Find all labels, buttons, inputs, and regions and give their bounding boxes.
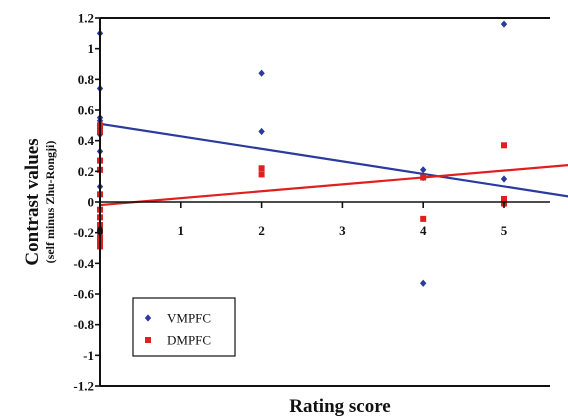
y-tick-label: -0.8 — [73, 317, 94, 332]
y-axis-subtitle: (self minus Zhu-Rongji) — [43, 141, 57, 264]
point-vmpfc — [420, 166, 427, 174]
point-dmpfc — [420, 174, 427, 181]
legend-box — [132, 297, 236, 357]
y-tick-label: -0.2 — [73, 225, 94, 240]
y-tick-label: -0.4 — [73, 256, 94, 271]
x-tick-label: 5 — [501, 223, 508, 238]
y-tick-label: 0.4 — [78, 133, 95, 148]
point-dmpfc — [420, 215, 427, 222]
x-tick-label: 3 — [339, 223, 346, 238]
x-axis-title: Rating score — [289, 396, 391, 416]
legend-label-dmpfc: DMPFC — [167, 333, 211, 348]
y-tick-label: -1 — [83, 348, 94, 363]
point-dmpfc — [501, 195, 507, 202]
point-vmpfc — [420, 279, 427, 287]
x-tick-label: 0 — [97, 223, 104, 238]
y-tick-label: 1.2 — [78, 11, 94, 26]
y-tick-label: 0.8 — [78, 72, 95, 87]
point-dmpfc — [258, 171, 265, 178]
legend-label-vmpfc: VMPFC — [167, 311, 211, 326]
point-vmpfc — [258, 127, 265, 136]
y-tick-label: 0.2 — [78, 164, 94, 179]
tick-labels: 1.210.80.60.40.20-0.2-0.4-0.6-0.8-1-1.20… — [73, 11, 507, 394]
point-vmpfc — [500, 20, 508, 28]
y-axis-title: Contrast values — [22, 138, 43, 265]
plot-area — [96, 20, 568, 287]
y-tick-label: -1.2 — [73, 379, 94, 394]
x-tick-label: 4 — [420, 223, 427, 238]
x-tick-label: 2 — [258, 223, 265, 238]
point-vmpfc — [258, 69, 265, 77]
y-tick-label: 1 — [88, 41, 95, 56]
legend-marker-vmpfc — [144, 314, 152, 322]
point-vmpfc — [500, 175, 508, 183]
axes — [95, 17, 550, 387]
x-tick-label: 1 — [178, 223, 185, 238]
legend: VMPFC DMPFC — [132, 297, 236, 357]
y-tick-label: 0 — [88, 195, 95, 210]
trend-line-dmpfc — [99, 163, 568, 207]
trend-line-vmpfc — [99, 122, 568, 198]
legend-marker-dmpfc — [145, 337, 151, 343]
point-dmpfc — [501, 142, 507, 149]
y-tick-label: 0.6 — [78, 103, 95, 118]
point-dmpfc — [258, 165, 265, 172]
y-tick-label: -0.6 — [73, 287, 94, 302]
